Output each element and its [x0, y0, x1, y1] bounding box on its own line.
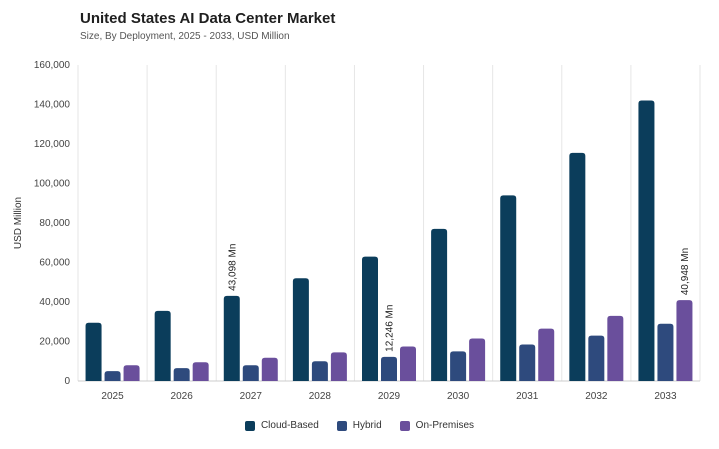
data-label: 40,948 Mn: [680, 248, 691, 295]
bar-hybrid-2031: [519, 344, 536, 381]
bar-hybrid-2030: [450, 351, 467, 381]
bar-cloud-based-2025: [85, 322, 102, 381]
bar-cloud-based-2032: [569, 152, 586, 381]
y-tick-label: 0: [64, 376, 70, 387]
y-tick-label: 60,000: [39, 258, 70, 269]
bar-on-premises-2026: [192, 362, 209, 381]
legend-swatch-hybrid: [336, 420, 347, 431]
bar-cloud-based-2026: [154, 310, 171, 381]
x-tick-label: 2027: [240, 391, 263, 402]
bar-on-premises-2031: [538, 328, 555, 381]
x-tick-label: 2030: [447, 391, 470, 402]
bar-cloud-based-2030: [431, 228, 448, 381]
legend-item-on-premises[interactable]: On-Premises: [399, 420, 475, 431]
bar-on-premises-2027: [261, 357, 278, 381]
y-tick-label: 140,000: [34, 100, 71, 111]
x-tick-label: 2031: [516, 391, 539, 402]
legend-swatch-cloud-based: [244, 420, 255, 431]
y-tick-label: 160,000: [34, 60, 71, 71]
chart-subtitle: Size, By Deployment, 2025 - 2033, USD Mi…: [80, 31, 290, 42]
bar-on-premises-2032: [607, 315, 624, 381]
bar-cloud-based-2033: [638, 100, 655, 382]
legend-label-hybrid: Hybrid: [352, 420, 382, 431]
x-tick-label: 2025: [101, 391, 124, 402]
chart-title: United States AI Data Center Market: [80, 10, 336, 27]
legend-label-on-premises: On-Premises: [415, 420, 475, 431]
y-tick-label: 20,000: [39, 337, 70, 348]
bar-hybrid-2027: [242, 365, 259, 381]
legend: Cloud-Based Hybrid On-Premises: [0, 420, 719, 431]
bar-hybrid-2025: [104, 371, 121, 381]
x-tick-label: 2033: [654, 391, 677, 402]
bar-cloud-based-2031: [500, 195, 517, 381]
x-tick-label: 2029: [378, 391, 401, 402]
y-tick-label: 80,000: [39, 218, 70, 229]
data-label: 12,246 Mn: [385, 305, 396, 352]
legend-label-cloud-based: Cloud-Based: [260, 420, 319, 431]
bar-on-premises-2030: [469, 338, 486, 381]
bar-hybrid-2029: [381, 356, 397, 381]
data-label: 43,098 Mn: [227, 244, 238, 291]
x-tick-label: 2026: [171, 391, 194, 402]
y-tick-label: 40,000: [39, 297, 70, 308]
bar-cloud-based-2028: [292, 278, 309, 381]
bar-cloud-based-2029: [362, 256, 378, 381]
bar-cloud-based-2027: [223, 295, 240, 381]
legend-item-hybrid[interactable]: Hybrid: [336, 420, 382, 431]
bar-hybrid-2033: [657, 323, 674, 381]
bar-on-premises-2033: [676, 300, 693, 381]
y-tick-label: 100,000: [34, 179, 71, 190]
bar-on-premises-2029: [400, 346, 416, 381]
bar-on-premises-2028: [330, 352, 347, 381]
y-axis-label: USD Million: [13, 197, 24, 249]
bar-hybrid-2028: [311, 361, 328, 381]
x-tick-label: 2032: [585, 391, 608, 402]
bar-hybrid-2026: [173, 368, 190, 381]
x-tick-label: 2028: [309, 391, 332, 402]
legend-swatch-on-premises: [399, 420, 410, 431]
bar-on-premises-2025: [123, 365, 140, 381]
bar-hybrid-2032: [588, 335, 605, 381]
legend-item-cloud-based[interactable]: Cloud-Based: [244, 420, 319, 431]
y-tick-label: 120,000: [34, 139, 71, 150]
